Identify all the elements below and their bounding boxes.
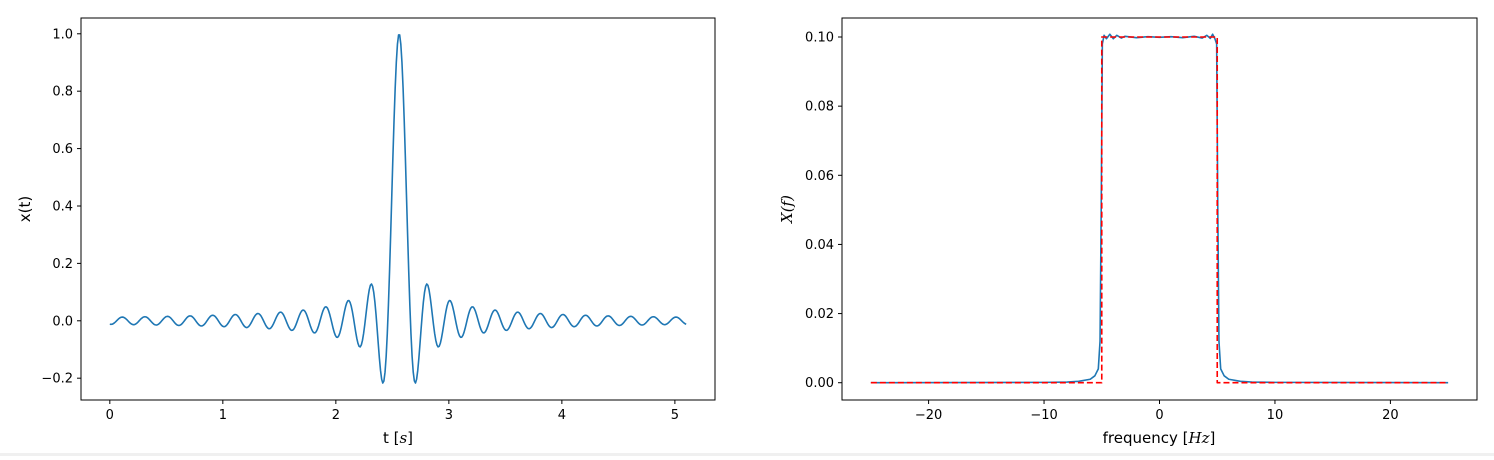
time-plot-frame: [80, 17, 716, 401]
time-x-tick-label: 2: [332, 408, 340, 423]
time-x-tick-label: 5: [671, 408, 679, 423]
time-y-tick-label: 0.0: [52, 314, 73, 329]
freq-y-tick-label: 0.00: [805, 376, 834, 391]
freq-series-line-1: [870, 36, 1449, 384]
freq-y-axis-label: X(f): [778, 195, 796, 224]
freq-plot-area: [842, 18, 1477, 400]
freq-series-line-0: [870, 33, 1449, 384]
time-x-tick-label: 4: [558, 408, 566, 423]
freq-y-tick-label: 0.04: [805, 238, 834, 253]
time-y-axis-label: x(t): [16, 196, 34, 222]
freq-y-ticks: 0.00 0.02 0.04 0.06 0.08 0.10: [805, 31, 842, 391]
time-y-tick-label: 0.6: [52, 142, 73, 157]
time-x-tick-label: 3: [445, 408, 453, 423]
time-y-tick-label: 0.8: [52, 85, 73, 100]
freq-x-tick-label: −20: [915, 408, 942, 423]
time-y-tick-label: 1.0: [52, 27, 73, 42]
freq-x-tick-label: 0: [1155, 408, 1163, 423]
time-x-tick-label: 1: [219, 408, 227, 423]
time-x-axis-label: t [s]: [383, 429, 413, 447]
freq-x-ticks: −20 −10 0 10 20: [915, 400, 1399, 423]
time-x-tick-label: 0: [106, 408, 114, 423]
freq-x-tick-label: −10: [1030, 408, 1057, 423]
time-y-tick-label: 0.4: [52, 199, 73, 214]
freq-y-tick-label: 0.06: [805, 169, 834, 184]
time-y-ticks: −0.2 0.0 0.2 0.4 0.6 0.8 1.0: [41, 27, 81, 387]
time-domain-plot: 0 1 2 3 4 5 −0.2 0.0 0.2 0.4 0.6 0.8 1.0 t [s] x(t): [16, 17, 716, 447]
time-x-ticks: 0 1 2 3 4 5: [106, 400, 679, 423]
time-plot-area: [81, 18, 715, 400]
time-y-tick-label: 0.2: [52, 257, 73, 272]
freq-x-tick-label: 10: [1267, 408, 1284, 423]
freq-y-tick-label: 0.02: [805, 307, 834, 322]
freq-y-tick-label: 0.10: [805, 31, 834, 46]
freq-x-tick-label: 20: [1382, 408, 1399, 423]
freq-x-axis-label: frequency [Hz]: [1103, 429, 1216, 447]
time-plot-series: [109, 34, 687, 384]
freq-y-tick-label: 0.08: [805, 100, 834, 115]
frequency-domain-plot: −20 −10 0 10 20 0.00 0.02 0.04 0.06 0.08 0.10 fre…: [778, 17, 1478, 447]
time-series-line-0: [109, 34, 687, 384]
time-y-tick-label: −0.2: [41, 372, 73, 387]
bottom-edge: [0, 453, 1494, 456]
freq-plot-series: [870, 33, 1449, 384]
